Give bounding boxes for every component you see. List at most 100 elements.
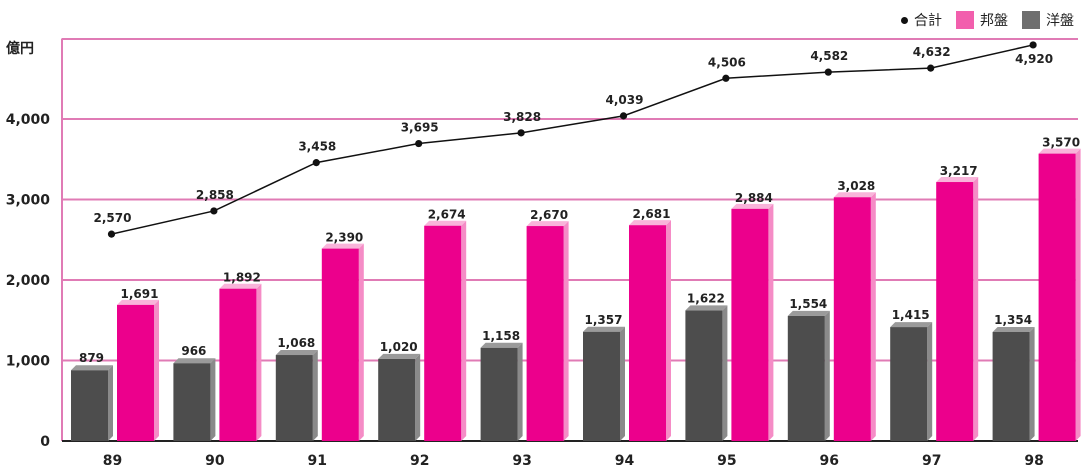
bar-domestic-side: [358, 243, 364, 441]
value-label-total: 3,695: [401, 121, 439, 135]
bar-domestic-side: [154, 299, 159, 441]
value-label-total: 4,632: [913, 45, 951, 59]
y-tick-label: 1,000: [6, 354, 51, 370]
bar-western: [275, 355, 313, 441]
bar-domestic-top: [731, 203, 774, 209]
bar-domestic-top: [526, 221, 569, 227]
value-label-domestic: 2,670: [530, 208, 568, 222]
bar-western-top: [275, 350, 318, 356]
value-label-western: 879: [79, 351, 104, 365]
point-total: [722, 74, 730, 82]
bar-western: [71, 370, 108, 441]
x-tick-label: 96: [820, 453, 839, 469]
x-tick-label: 94: [615, 453, 635, 469]
bar-domestic-side: [1075, 148, 1081, 442]
point-total: [210, 207, 218, 215]
bar-western-side: [824, 310, 830, 441]
bar-western: [992, 332, 1030, 441]
bar-western: [173, 363, 211, 441]
y-tick-label: 0: [40, 434, 50, 450]
point-total: [824, 68, 832, 76]
bar-western-top: [480, 342, 523, 348]
legend-item-domestic: 邦盤: [956, 10, 1008, 30]
bar-western-top: [173, 358, 216, 364]
legend: 合計 邦盤 洋盤: [901, 10, 1074, 30]
bar-western: [890, 327, 928, 441]
value-label-western: 1,354: [994, 313, 1032, 327]
legend-item-western: 洋盤: [1022, 10, 1074, 30]
bar-western-side: [517, 342, 523, 441]
value-label-western: 966: [181, 344, 206, 358]
value-label-domestic: 3,570: [1042, 136, 1080, 150]
point-total: [1029, 41, 1037, 49]
bar-domestic: [219, 288, 257, 441]
value-label-total: 3,828: [503, 110, 541, 124]
x-tick-label: 97: [922, 453, 941, 469]
y-tick-label: 2,000: [6, 273, 51, 289]
bar-domestic: [424, 225, 462, 441]
x-tick-label: 98: [1024, 453, 1043, 469]
value-label-total: 2,858: [196, 188, 234, 202]
x-tick-label: 95: [717, 453, 736, 469]
legend-label-domestic: 邦盤: [980, 13, 1008, 29]
y-unit-label: 億円: [6, 40, 34, 57]
bar-western-side: [620, 326, 625, 441]
value-label-western: 1,415: [892, 308, 930, 322]
bar-domestic: [1038, 153, 1076, 442]
legend-label-western: 洋盤: [1046, 13, 1074, 29]
value-label-western: 1,357: [585, 313, 623, 327]
bar-western-side: [1029, 327, 1035, 441]
x-tick-label: 90: [205, 453, 225, 469]
bar-western-top: [685, 305, 728, 311]
bar-western-side: [108, 365, 113, 441]
bar-domestic: [936, 182, 974, 441]
value-label-domestic: 3,028: [837, 179, 875, 193]
value-label-total: 2,570: [94, 211, 132, 225]
bar-domestic: [321, 248, 359, 441]
value-label-western: 1,622: [687, 291, 725, 305]
value-label-total: 4,582: [810, 49, 848, 63]
bar-domestic-top: [629, 220, 671, 226]
legend-dot-icon: [901, 16, 908, 24]
bar-western-side: [210, 358, 216, 441]
value-label-total: 4,920: [1015, 52, 1053, 66]
point-total: [107, 230, 116, 238]
bar-domestic-top: [833, 192, 876, 198]
bar-domestic-top: [219, 283, 262, 289]
point-total: [312, 159, 320, 167]
value-label-domestic: 1,892: [223, 271, 261, 285]
value-label-western: 1,554: [789, 297, 827, 311]
bar-domestic-top: [936, 177, 979, 183]
bar-domestic: [629, 225, 666, 441]
bar-domestic-side: [461, 220, 467, 441]
value-label-domestic: 2,674: [428, 208, 466, 222]
bar-western: [378, 358, 416, 441]
y-tick-label: 4,000: [6, 112, 51, 128]
bar-domestic-top: [117, 299, 159, 305]
value-label-domestic: 1,691: [121, 287, 159, 301]
value-label-western: 1,020: [380, 340, 418, 354]
bar-domestic: [117, 304, 154, 441]
point-total: [415, 139, 423, 148]
value-label-domestic: 2,681: [633, 207, 671, 221]
bar-western: [583, 331, 620, 441]
bar-domestic-side: [666, 220, 671, 441]
bar-domestic-side: [870, 192, 876, 441]
bar-domestic-top: [424, 220, 467, 226]
bar-western-top: [583, 326, 625, 332]
bar-domestic-side: [768, 203, 774, 441]
x-tick-label: 92: [410, 453, 429, 469]
bar-western: [685, 310, 723, 441]
bar-western: [480, 347, 518, 441]
point-total: [517, 129, 525, 137]
x-tick-label: 91: [308, 453, 327, 469]
bar-domestic-top: [1038, 148, 1081, 154]
legend-swatch-western: [1022, 11, 1040, 29]
bar-western-top: [787, 310, 830, 316]
bar-domestic-top: [321, 243, 364, 249]
legend-label-total: 合計: [914, 13, 942, 29]
line-total: [111, 44, 1034, 235]
bar-western-side: [312, 350, 318, 441]
